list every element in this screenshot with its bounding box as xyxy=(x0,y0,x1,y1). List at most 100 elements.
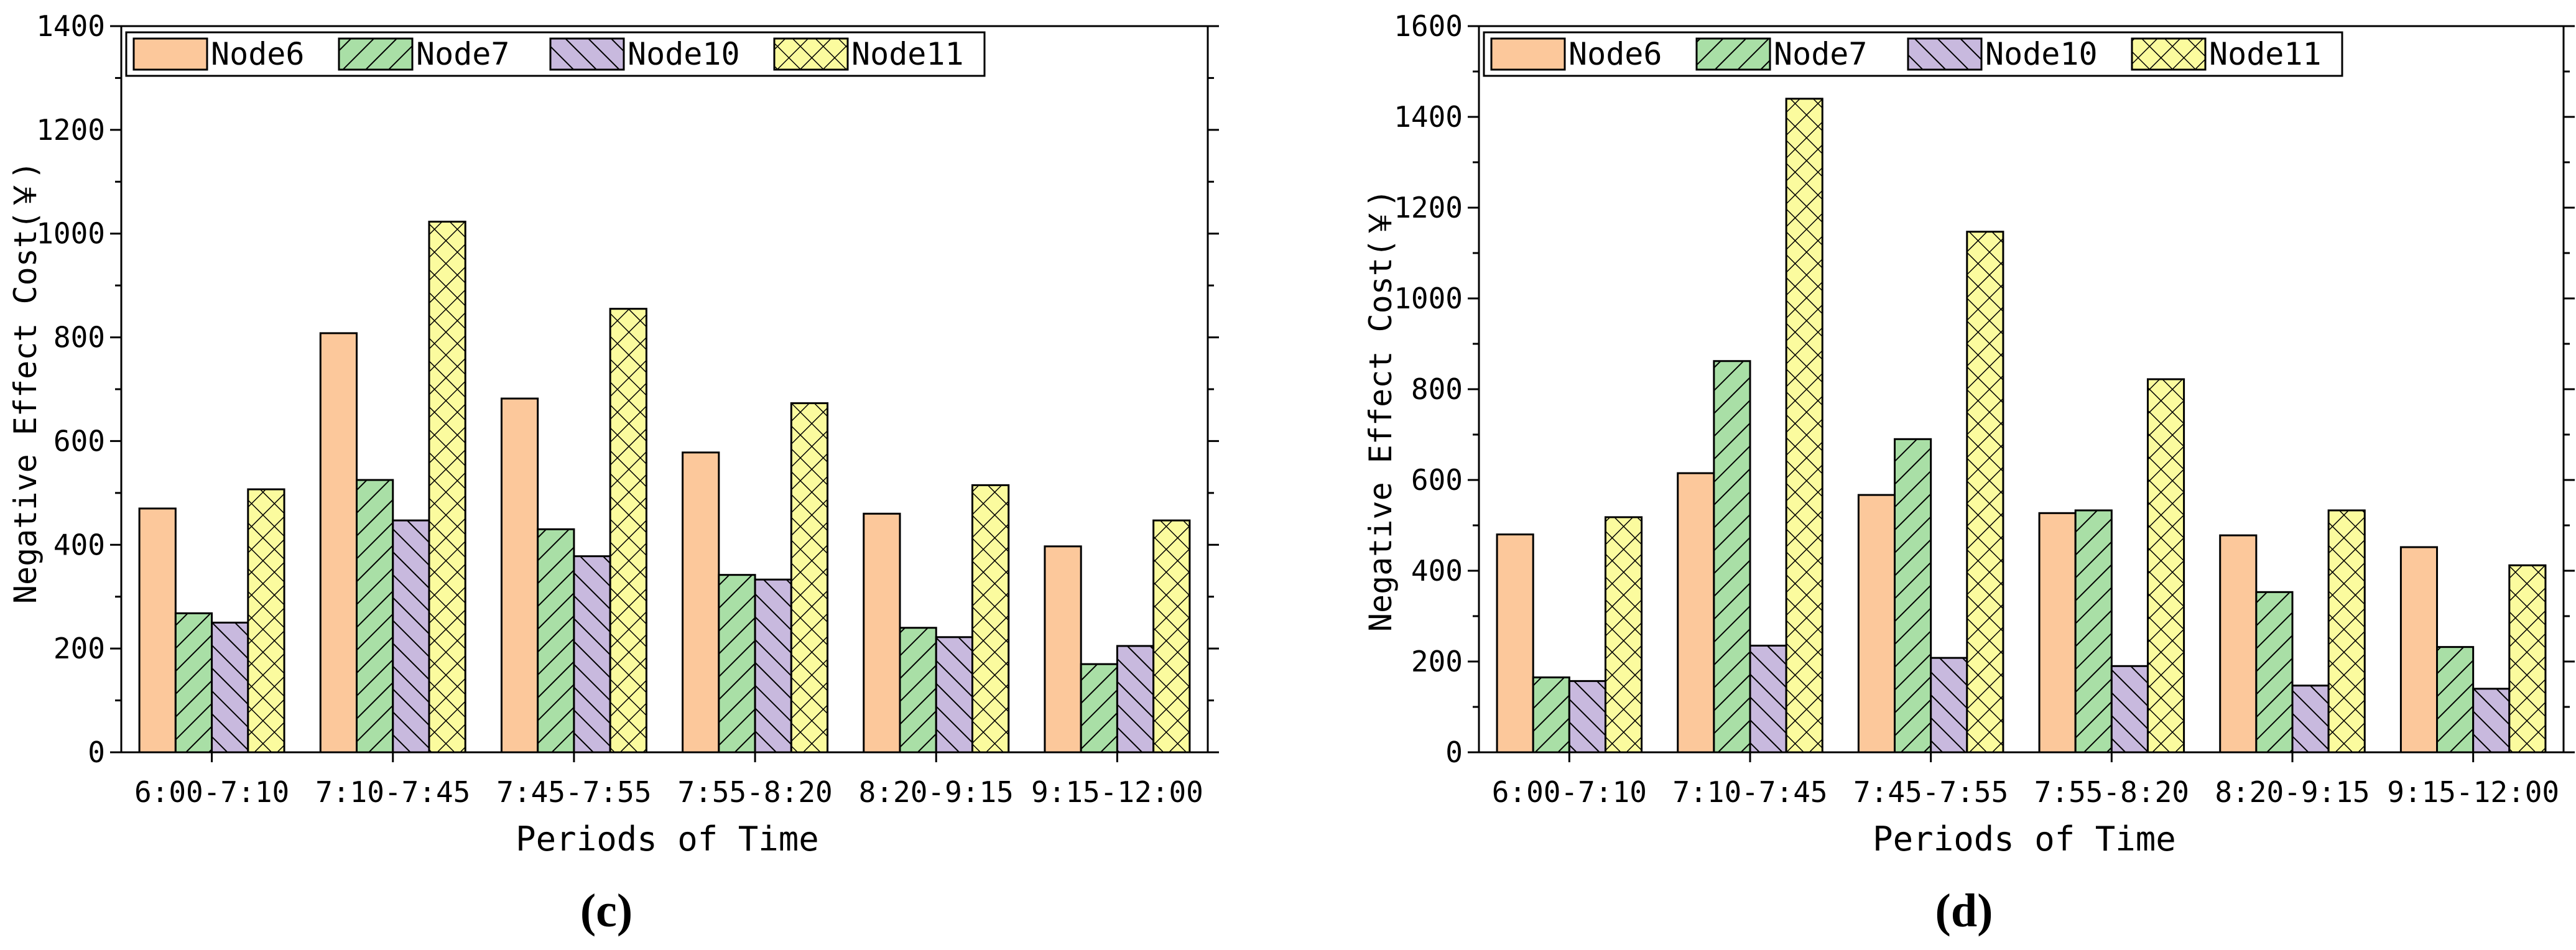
legend-swatch-node7 xyxy=(1695,37,1771,71)
y-tick-label: 1000 xyxy=(1394,282,1463,315)
x-tick-label: 9:15-12:00 xyxy=(2387,775,2559,809)
x-tick-label: 7:10-7:45 xyxy=(1672,775,1827,809)
bar-node10-2 xyxy=(573,555,611,754)
x-tick-label: 7:45-7:55 xyxy=(496,775,651,809)
bar-node10-4 xyxy=(2291,685,2330,754)
y-tick-label: 1000 xyxy=(36,217,105,251)
bar-node7-5 xyxy=(2436,646,2475,754)
y-tick-label: 0 xyxy=(88,736,105,769)
legend-label-node10: Node10 xyxy=(628,36,740,72)
bar-node7-2 xyxy=(537,528,575,754)
chart-panel-d: Negative Effect Cost(￥) Periods of Time … xyxy=(1363,9,2575,937)
bar-node7-0 xyxy=(1532,676,1570,754)
bar-node7-4 xyxy=(899,627,937,754)
bar-node11-2 xyxy=(1966,231,2004,754)
panel-label: (c) xyxy=(580,885,632,937)
bar-node7-0 xyxy=(174,612,213,754)
bar-node11-1 xyxy=(428,221,466,754)
bar-node10-4 xyxy=(935,636,973,754)
bar-node7-1 xyxy=(1713,360,1751,754)
legend-label-node6: Node6 xyxy=(211,36,305,72)
x-tick-label: 7:10-7:45 xyxy=(315,775,470,809)
bar-node10-5 xyxy=(1116,645,1155,754)
y-tick-label: 1200 xyxy=(1394,191,1463,224)
bar-node7-3 xyxy=(718,574,756,754)
bar-node11-3 xyxy=(2146,378,2185,754)
legend-swatch-node6 xyxy=(1490,37,1566,71)
y-tick-label: 1400 xyxy=(1394,100,1463,134)
legend: Node6 Node7 Node10 Node11 xyxy=(1483,31,2343,77)
legend-label-node7: Node7 xyxy=(416,36,510,72)
bar-node6-4 xyxy=(2219,534,2258,754)
x-tick-label: 9:15-12:00 xyxy=(1031,775,1203,809)
x-tick-label: 6:00-7:10 xyxy=(134,775,289,809)
y-tick-label: 200 xyxy=(1411,645,1463,678)
legend-swatch-node10 xyxy=(549,37,625,71)
bar-node11-5 xyxy=(2508,564,2547,754)
panel-label: (d) xyxy=(1935,885,1993,937)
y-tick-label: 200 xyxy=(53,632,105,665)
x-tick-label: 8:20-9:15 xyxy=(859,775,1014,809)
legend-swatch-node10 xyxy=(1907,37,1983,71)
legend-label-node7: Node7 xyxy=(1774,36,1868,72)
bar-node7-3 xyxy=(2074,509,2113,754)
bar-node6-2 xyxy=(500,397,539,754)
bar-node7-1 xyxy=(356,479,394,754)
legend: Node6 Node7 Node10 Node11 xyxy=(125,31,986,77)
x-axis-label: Periods of Time xyxy=(516,819,819,859)
x-tick-label: 6:00-7:10 xyxy=(1492,775,1647,809)
bar-node7-2 xyxy=(1894,438,1932,754)
bar-node11-1 xyxy=(1785,98,1823,754)
bar-node6-3 xyxy=(2038,512,2077,754)
y-tick-label: 800 xyxy=(1411,372,1463,406)
bar-node10-3 xyxy=(2110,665,2149,754)
bar-node10-2 xyxy=(1930,657,1968,754)
bar-node10-1 xyxy=(1749,644,1787,754)
bar-node11-5 xyxy=(1152,519,1191,754)
bar-node6-4 xyxy=(863,512,901,754)
x-tick-label: 7:45-7:55 xyxy=(1853,775,2008,809)
legend-swatch-node7 xyxy=(338,37,414,71)
bar-node6-0 xyxy=(1496,533,1534,754)
bar-node6-1 xyxy=(1677,472,1715,754)
y-tick-label: 1200 xyxy=(36,113,105,147)
x-tick-label: 7:55-8:20 xyxy=(2034,775,2189,809)
y-tick-label: 600 xyxy=(53,424,105,458)
bars xyxy=(1496,98,2547,754)
legend-label-node6: Node6 xyxy=(1568,36,1662,72)
bar-node10-0 xyxy=(211,621,249,754)
bar-node6-2 xyxy=(1857,494,1896,754)
y-tick-label: 0 xyxy=(1445,736,1463,769)
legend-label-node10: Node10 xyxy=(1985,36,2098,72)
bar-node11-0 xyxy=(1604,516,1643,754)
bar-node6-1 xyxy=(319,332,358,754)
legend-swatch-node11 xyxy=(773,37,849,71)
bar-node11-3 xyxy=(790,402,829,754)
bar-node11-0 xyxy=(247,488,285,754)
bar-node11-2 xyxy=(609,308,647,754)
legend-label-node11: Node11 xyxy=(2209,36,2322,72)
legend-swatch-node6 xyxy=(132,37,208,71)
chart-panel-c: Negative Effect Cost(￥) Periods of Time … xyxy=(7,9,1219,937)
bar-node11-4 xyxy=(971,484,1010,754)
legend-label-node11: Node11 xyxy=(851,36,964,72)
bar-node10-1 xyxy=(392,519,430,754)
legend-swatch-node11 xyxy=(2131,37,2207,71)
bar-node6-0 xyxy=(138,507,177,754)
bars xyxy=(138,221,1191,754)
y-tick-label: 800 xyxy=(53,321,105,354)
bar-node10-3 xyxy=(754,578,792,754)
bar-node10-5 xyxy=(2472,688,2511,754)
bar-node11-4 xyxy=(2327,509,2366,754)
x-axis-label: Periods of Time xyxy=(1873,819,2176,859)
x-tick-label: 8:20-9:15 xyxy=(2215,775,2370,809)
y-tick-label: 1400 xyxy=(36,9,105,43)
bar-node7-5 xyxy=(1080,663,1118,754)
y-axis-label: Negative Effect Cost(￥) xyxy=(7,161,44,604)
y-tick-label: 400 xyxy=(53,528,105,561)
y-tick-label: 600 xyxy=(1411,463,1463,497)
bar-node6-5 xyxy=(1044,545,1082,754)
bar-node7-4 xyxy=(2255,591,2294,754)
bar-node6-3 xyxy=(682,451,720,754)
